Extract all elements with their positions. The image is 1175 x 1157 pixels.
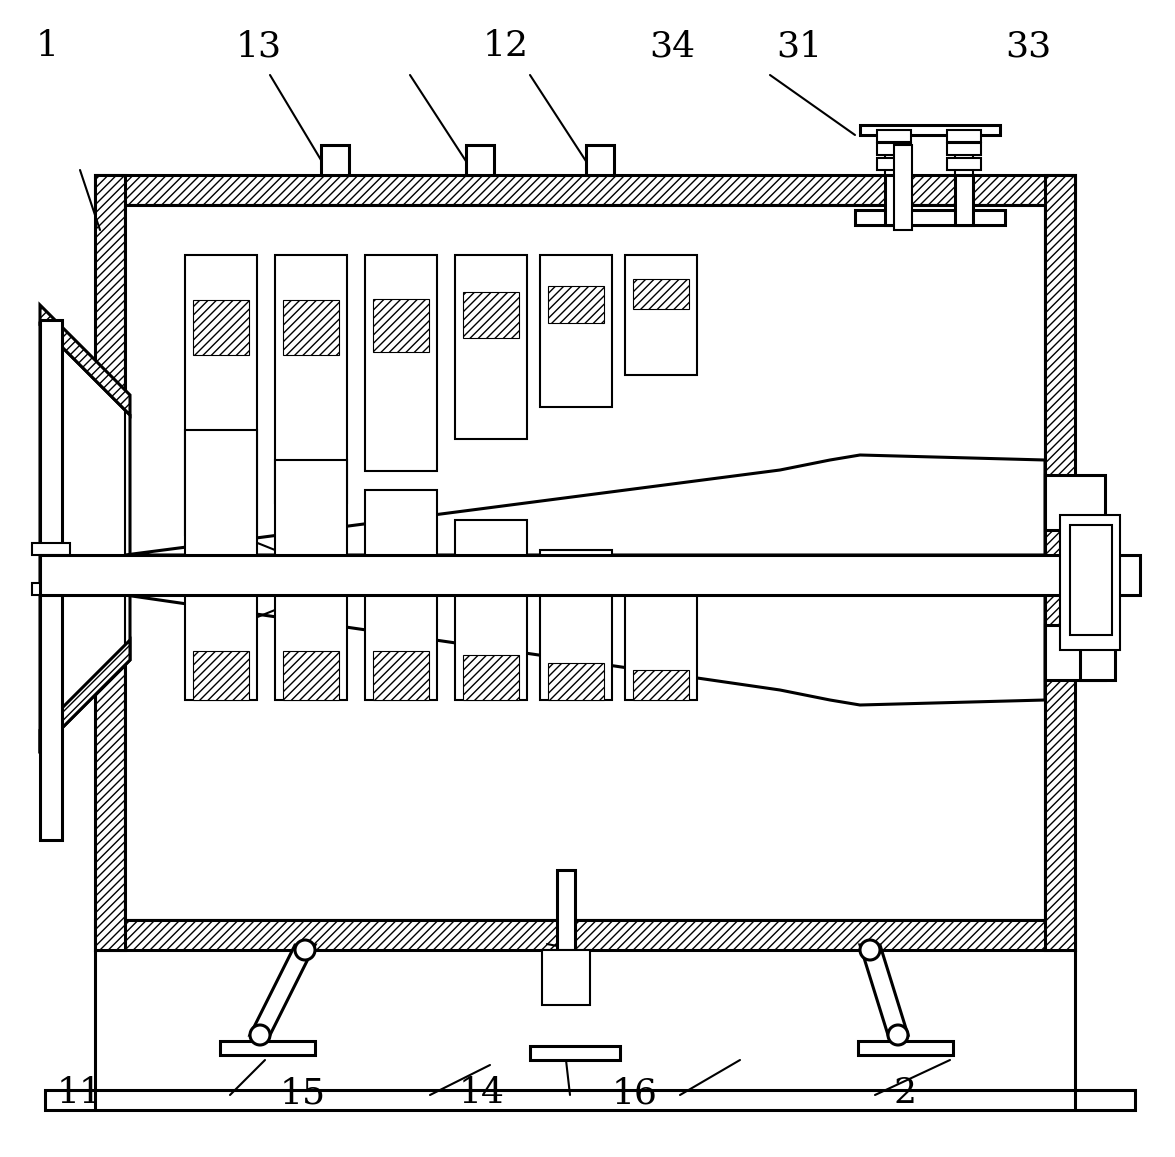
Bar	[283, 650, 340, 700]
Bar	[625, 580, 697, 700]
Bar	[530, 1046, 620, 1060]
Bar	[877, 159, 911, 170]
Bar	[95, 920, 1075, 950]
Bar	[1045, 175, 1075, 950]
Bar	[947, 130, 981, 142]
Bar	[1045, 625, 1104, 680]
Bar	[858, 1041, 953, 1055]
Bar	[184, 430, 257, 700]
Bar	[40, 555, 1140, 595]
Text: 31: 31	[776, 29, 822, 64]
Bar	[1060, 515, 1120, 650]
Bar	[1080, 530, 1115, 680]
Bar	[463, 656, 519, 700]
Circle shape	[888, 1025, 908, 1045]
Bar	[540, 255, 612, 407]
Bar	[372, 299, 429, 352]
Bar	[955, 135, 973, 175]
Bar	[885, 135, 904, 175]
Bar	[877, 130, 911, 142]
Text: 13: 13	[235, 29, 282, 64]
Bar	[540, 550, 612, 700]
Bar	[455, 519, 528, 700]
Bar	[193, 650, 249, 700]
Bar	[633, 279, 689, 309]
Polygon shape	[250, 945, 315, 1036]
Bar	[365, 255, 437, 471]
Bar	[955, 175, 973, 224]
Text: 34: 34	[649, 29, 696, 64]
Bar	[45, 1090, 1135, 1110]
Polygon shape	[860, 945, 908, 1036]
Polygon shape	[125, 455, 1045, 555]
Bar	[860, 125, 1000, 135]
Bar	[321, 145, 349, 175]
Bar	[625, 255, 697, 375]
Bar	[894, 145, 912, 230]
Polygon shape	[40, 640, 130, 750]
Bar	[95, 175, 1075, 205]
Text: 16: 16	[611, 1076, 658, 1111]
Bar	[542, 950, 590, 1005]
Bar	[32, 583, 70, 595]
Circle shape	[295, 939, 315, 960]
Bar	[947, 143, 981, 155]
Circle shape	[860, 939, 880, 960]
Text: 11: 11	[56, 1076, 103, 1111]
Bar	[275, 460, 347, 700]
Text: 33: 33	[1005, 29, 1052, 64]
Bar	[633, 670, 689, 700]
Text: 2: 2	[893, 1076, 916, 1111]
Bar	[283, 300, 340, 355]
Text: 15: 15	[280, 1076, 327, 1111]
Polygon shape	[40, 305, 130, 415]
Bar	[557, 870, 575, 950]
Bar	[184, 255, 257, 535]
Bar	[220, 1041, 315, 1055]
Text: 12: 12	[482, 29, 529, 64]
Bar	[275, 255, 347, 503]
Bar	[548, 286, 604, 324]
Bar	[365, 491, 437, 700]
Bar	[855, 211, 1005, 224]
Bar	[95, 175, 125, 950]
Polygon shape	[125, 595, 1045, 705]
Polygon shape	[40, 325, 130, 750]
Bar	[586, 145, 615, 175]
Circle shape	[250, 1025, 270, 1045]
Bar	[32, 543, 70, 555]
Bar	[466, 145, 494, 175]
Bar	[947, 159, 981, 170]
Bar	[125, 205, 1045, 920]
Bar	[885, 175, 904, 224]
Bar	[548, 663, 604, 700]
Bar	[193, 300, 249, 355]
Bar	[877, 143, 911, 155]
Bar	[455, 255, 528, 439]
Text: 14: 14	[458, 1076, 505, 1111]
Bar	[1045, 476, 1104, 530]
Text: 1: 1	[35, 29, 59, 64]
Bar	[463, 293, 519, 338]
Bar	[40, 320, 62, 840]
Bar	[1070, 525, 1112, 635]
Bar	[372, 650, 429, 700]
